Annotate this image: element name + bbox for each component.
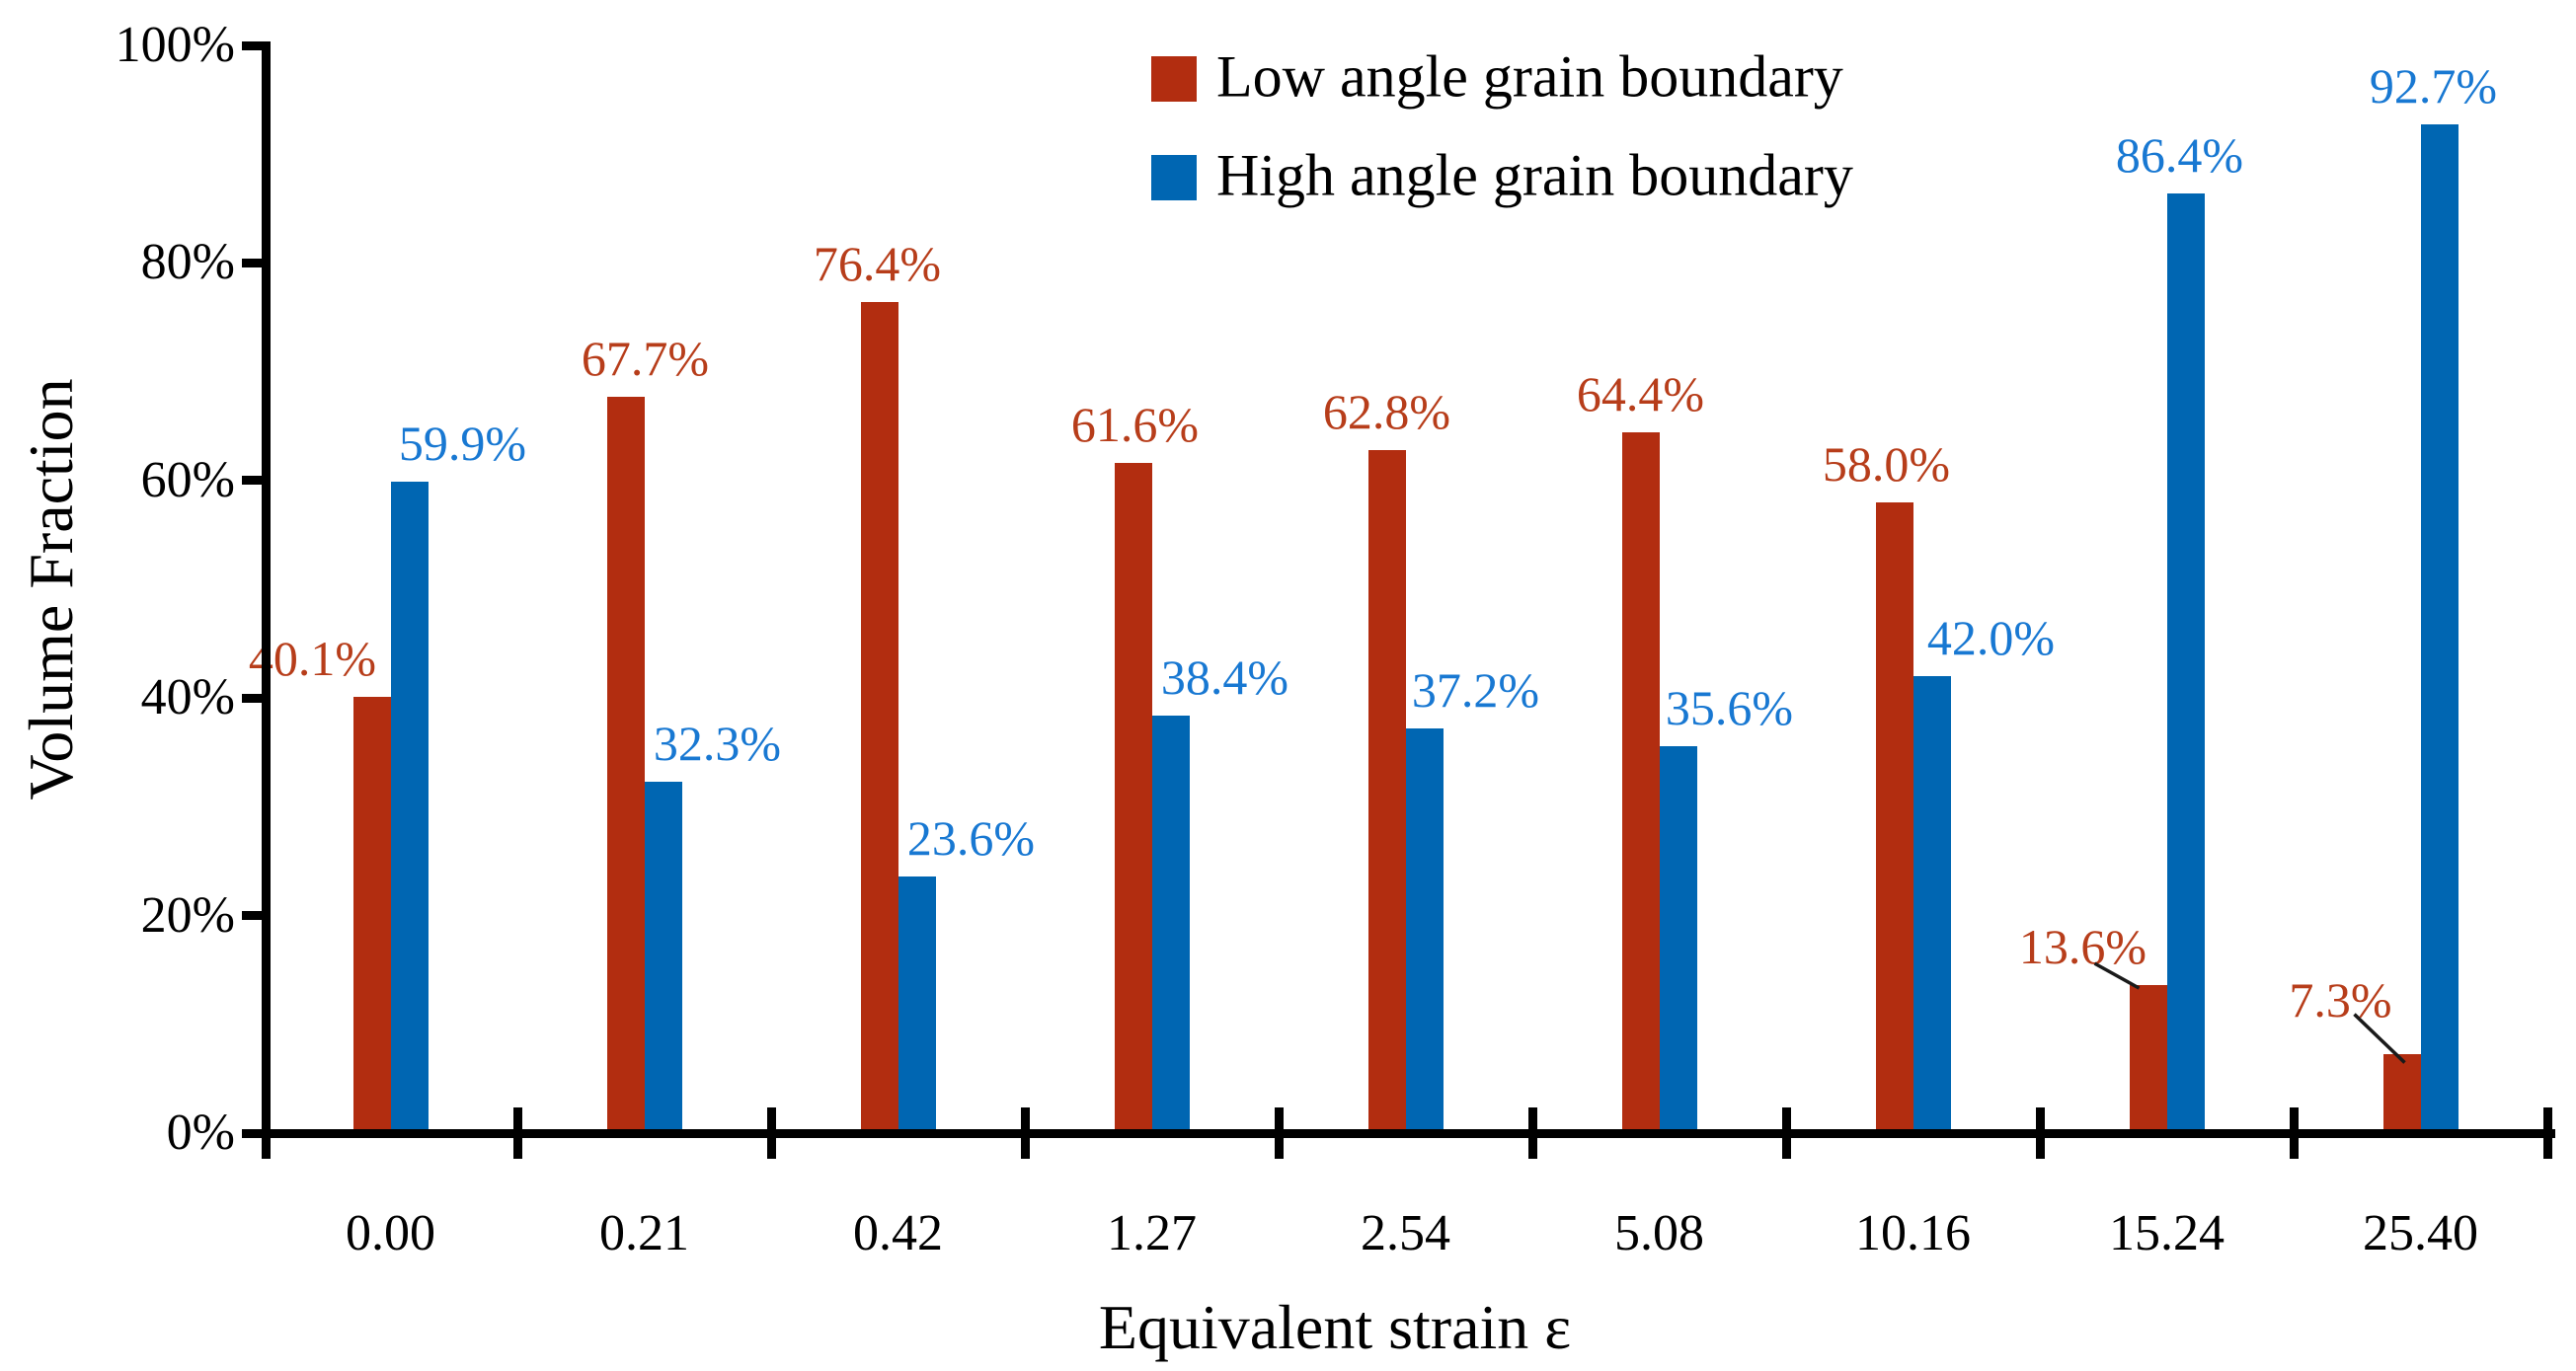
x-axis-line: [262, 1129, 2555, 1138]
bar-high-angle: [1151, 715, 1190, 1133]
value-label-high-angle: 32.3%: [653, 716, 782, 772]
bar-high-angle: [2166, 192, 2205, 1133]
x-tick-label: 25.40: [2363, 1205, 2478, 1261]
value-label-high-angle: 86.4%: [2115, 126, 2244, 183]
value-label-high-angle: 92.7%: [2369, 58, 2498, 114]
value-label-high-angle: 23.6%: [906, 809, 1036, 866]
bar-high-angle: [390, 481, 429, 1133]
bar-low-angle: [1367, 449, 1406, 1133]
y-axis-tick: [242, 693, 262, 703]
legend-swatch-high-angle-icon: [1151, 155, 1197, 200]
y-axis-tick: [242, 911, 262, 921]
value-label-low-angle: 76.4%: [813, 236, 942, 292]
x-tick-label: 1.27: [1107, 1205, 1197, 1261]
y-tick-label: 40%: [140, 669, 235, 726]
value-label-low-angle: 62.8%: [1322, 383, 1451, 439]
y-tick-label: 0%: [166, 1104, 235, 1161]
value-label-high-angle: 37.2%: [1411, 662, 1540, 719]
bar-low-angle: [352, 697, 391, 1133]
bar-high-angle: [644, 782, 682, 1133]
value-label-low-angle: 61.6%: [1070, 397, 1200, 453]
value-label-low-angle: 67.7%: [581, 330, 710, 386]
bar-low-angle: [1621, 432, 1660, 1133]
bar-high-angle: [898, 876, 936, 1133]
x-tick-label: 5.08: [1614, 1205, 1704, 1261]
legend-swatch-low-angle-icon: [1151, 56, 1197, 102]
bar-low-angle: [2129, 985, 2167, 1133]
bar-low-angle: [1114, 463, 1152, 1133]
value-label-high-angle: 42.0%: [1926, 610, 2056, 666]
value-label-high-angle: 38.4%: [1160, 648, 1289, 705]
value-label-low-angle: 7.3%: [2289, 971, 2392, 1028]
x-tick-label: 0.42: [853, 1205, 943, 1261]
bar-high-angle: [2420, 124, 2459, 1133]
y-tick-label: 60%: [140, 451, 235, 508]
bar-high-angle: [1659, 745, 1697, 1133]
value-label-high-angle: 59.9%: [398, 415, 527, 471]
legend-label-high-angle: High angle grain boundary: [1216, 142, 1853, 208]
y-tick-label: 100%: [115, 17, 235, 73]
value-label-high-angle: 35.6%: [1665, 679, 1794, 735]
y-axis-tick: [242, 476, 262, 486]
y-tick-label: 20%: [140, 886, 235, 944]
y-axis-tick: [242, 1128, 262, 1138]
bar-high-angle: [1405, 728, 1444, 1133]
bar-low-angle: [860, 302, 898, 1133]
value-label-low-angle: 58.0%: [1822, 435, 1951, 492]
bar-high-angle: [1912, 676, 1951, 1133]
x-tick-label: 2.54: [1361, 1205, 1450, 1261]
value-label-low-angle: 13.6%: [2018, 919, 2147, 975]
x-axis-title: Equivalent strain ε: [1098, 1292, 1572, 1362]
bar-low-angle: [1875, 501, 1913, 1133]
bar-low-angle: [606, 396, 645, 1133]
y-axis-title: Volume Fraction: [16, 378, 86, 800]
value-label-low-angle: 64.4%: [1576, 366, 1705, 422]
x-tick-label: 15.24: [2109, 1205, 2225, 1261]
x-tick-label: 0.21: [599, 1205, 689, 1261]
y-tick-label: 80%: [140, 234, 235, 291]
y-axis-line: [262, 41, 271, 1159]
y-axis-tick: [242, 40, 262, 50]
x-tick-label: 0.00: [346, 1205, 435, 1261]
legend-label-low-angle: Low angle grain boundary: [1216, 43, 1843, 110]
y-axis-tick: [242, 258, 262, 267]
bar-low-angle: [2382, 1053, 2421, 1133]
x-tick-label: 10.16: [1855, 1205, 1971, 1261]
